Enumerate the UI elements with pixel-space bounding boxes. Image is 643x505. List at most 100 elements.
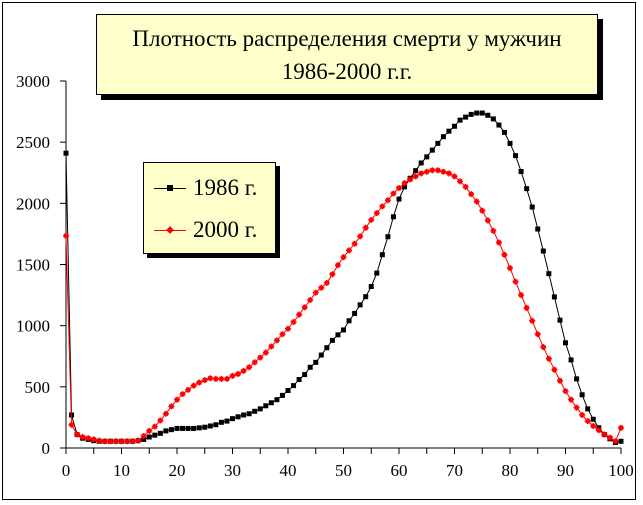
data-point-0	[507, 140, 513, 146]
y-tick-label: 3000	[16, 72, 50, 91]
data-point-0	[379, 252, 385, 258]
data-point-1	[584, 418, 591, 425]
data-point-0	[157, 430, 163, 436]
data-point-0	[213, 422, 219, 428]
data-point-1	[135, 437, 142, 444]
data-point-0	[590, 416, 596, 422]
data-point-0	[285, 388, 291, 394]
data-point-1	[196, 379, 203, 386]
data-point-1	[229, 372, 236, 379]
chart-title-line-2: 1986-2000 г.г.	[281, 59, 413, 84]
data-point-1	[285, 325, 291, 332]
data-point-1	[218, 375, 225, 382]
y-tick-label: 500	[25, 378, 51, 397]
data-point-0	[196, 425, 202, 431]
data-point-0	[574, 376, 580, 382]
data-point-0	[363, 294, 369, 300]
data-point-1	[451, 173, 458, 180]
data-point-1	[207, 375, 214, 382]
data-point-1	[545, 355, 552, 362]
data-point-0	[513, 153, 519, 159]
chart-frame	[2, 2, 636, 500]
y-tick-label: 1500	[16, 256, 50, 275]
data-point-1	[235, 370, 242, 377]
data-point-1	[129, 438, 136, 445]
data-point-0	[424, 154, 430, 160]
data-point-0	[185, 425, 191, 431]
data-point-1	[346, 247, 353, 254]
data-point-0	[485, 112, 491, 118]
x-tick-label: 100	[608, 461, 634, 480]
data-point-1	[96, 437, 103, 444]
data-point-0	[163, 428, 169, 434]
data-point-0	[291, 383, 297, 389]
data-point-0	[479, 110, 485, 116]
data-point-1	[290, 318, 297, 325]
data-point-1	[384, 197, 391, 204]
data-point-1	[529, 317, 536, 324]
data-point-0	[318, 352, 324, 358]
data-point-0	[390, 214, 396, 220]
data-point-0	[307, 364, 313, 370]
data-point-1	[473, 198, 480, 205]
data-point-1	[440, 168, 447, 175]
data-point-0	[518, 169, 524, 175]
data-point-1	[318, 284, 325, 291]
data-point-1	[512, 278, 519, 285]
data-point-1	[118, 438, 125, 445]
x-tick-label: 10	[113, 461, 130, 480]
data-point-1	[68, 421, 75, 428]
data-point-0	[396, 196, 402, 202]
data-point-1	[501, 251, 508, 258]
data-point-1	[507, 265, 513, 272]
x-tick-label: 50	[335, 461, 352, 480]
data-point-1	[357, 233, 364, 240]
x-tick-label: 40	[280, 461, 297, 480]
data-point-0	[540, 248, 546, 254]
data-point-1	[212, 375, 219, 382]
data-point-0	[457, 117, 463, 123]
data-point-0	[296, 376, 302, 382]
legend-item-1986: 1986 г.	[154, 173, 257, 203]
data-point-0	[563, 340, 568, 346]
data-point-1	[490, 227, 497, 234]
data-point-1	[445, 170, 452, 177]
data-point-0	[490, 116, 496, 122]
data-point-0	[63, 150, 69, 156]
data-point-0	[246, 411, 252, 417]
x-tick-label: 60	[391, 461, 408, 480]
data-point-1	[140, 433, 147, 440]
data-point-1	[201, 377, 208, 384]
data-point-1	[157, 417, 164, 424]
data-point-1	[85, 435, 92, 442]
data-point-1	[174, 396, 180, 403]
y-tick-label: 1000	[16, 317, 50, 336]
data-point-0	[501, 129, 507, 135]
data-point-1	[162, 410, 169, 417]
data-point-0	[374, 270, 380, 276]
data-point-1	[540, 344, 547, 351]
data-point-1	[462, 183, 469, 190]
data-point-1	[457, 178, 464, 185]
data-point-1	[601, 431, 608, 438]
data-point-0	[551, 294, 557, 300]
data-point-1	[185, 386, 192, 393]
data-point-1	[551, 366, 558, 373]
data-point-0	[435, 140, 441, 146]
data-point-1	[390, 190, 397, 197]
data-point-1	[429, 167, 436, 174]
data-point-0	[352, 310, 358, 316]
data-point-0	[174, 425, 180, 431]
x-tick-label: 30	[224, 461, 241, 480]
y-tick-label: 0	[42, 439, 51, 458]
data-point-1	[268, 343, 275, 350]
data-point-0	[252, 408, 258, 414]
data-point-1	[412, 173, 419, 180]
data-point-1	[79, 433, 86, 440]
data-point-0	[474, 110, 480, 116]
data-point-0	[452, 123, 457, 129]
data-point-0	[202, 424, 208, 430]
data-point-1	[107, 438, 114, 445]
data-point-0	[546, 271, 552, 277]
